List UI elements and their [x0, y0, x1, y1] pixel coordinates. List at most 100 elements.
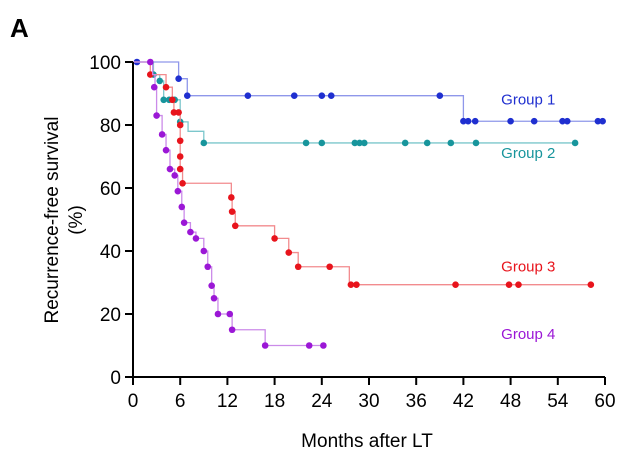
series-3-point — [353, 281, 360, 289]
series-1-point — [318, 92, 326, 100]
series-3-point — [175, 109, 182, 116]
y-tick-label: 80 — [100, 116, 121, 137]
series-3-point — [147, 71, 154, 78]
series-4-point — [226, 310, 234, 318]
series-2-point — [472, 139, 480, 147]
series-2-point — [351, 139, 359, 147]
series-4-point — [174, 187, 182, 195]
series-3-point — [271, 235, 278, 242]
x-ticks: 0 6 12 18 24 30 36 42 48 54 60 — [128, 377, 616, 412]
series-label-3: Group 3 — [501, 258, 555, 275]
series-layer — [133, 58, 606, 349]
series-3-point — [176, 153, 184, 160]
x-tick-label: 42 — [453, 391, 474, 412]
series-3-point — [176, 137, 184, 145]
annotation-layer: Group 1 Group 2 Group 3 Group 4 — [501, 92, 555, 344]
series-4-point — [204, 263, 212, 271]
x-tick-label: 24 — [311, 391, 333, 412]
x-tick-label: 6 — [175, 391, 186, 412]
series-1-point — [563, 117, 571, 125]
series-4-point — [208, 282, 215, 289]
series-1-point — [530, 117, 538, 125]
series-3-point — [326, 263, 333, 271]
series-4-point — [192, 235, 200, 242]
series-3-point — [162, 83, 170, 91]
series-4-point — [187, 228, 194, 236]
series-2-point — [356, 139, 363, 147]
series-4-point — [150, 83, 158, 91]
series-label-2: Group 2 — [501, 145, 555, 162]
series-2-point — [360, 139, 368, 147]
series-2-point — [318, 139, 326, 147]
series-4-point — [210, 294, 218, 302]
series-4-point — [153, 112, 160, 119]
y-axis-title: Recurrence-free survival — [42, 117, 63, 324]
y-tick-label: 0 — [110, 368, 121, 389]
x-tick-label: 18 — [264, 391, 285, 412]
y-ticks: 0 20 40 60 80 100 — [89, 53, 133, 389]
series-2-point — [571, 139, 579, 147]
series-4-point — [158, 131, 166, 138]
series-1-point — [594, 117, 602, 125]
series-1-point — [183, 92, 191, 100]
series-3 — [133, 61, 595, 289]
panel-label: A — [10, 13, 29, 43]
series-label-1: Group 1 — [501, 92, 555, 109]
y-tick-label: 100 — [89, 53, 121, 74]
series-1-point — [244, 92, 252, 100]
series-3-point — [285, 249, 293, 256]
series-3-point — [515, 281, 522, 289]
series-3-point — [228, 208, 236, 215]
series-2-point — [160, 96, 167, 104]
series-1-point — [559, 117, 566, 125]
series-4-point — [166, 165, 174, 173]
series-4-point — [180, 219, 188, 226]
series-1-point — [464, 117, 472, 125]
y-tick-label: 60 — [100, 179, 121, 200]
x-tick-label: 36 — [406, 391, 427, 412]
series-4-point — [305, 342, 313, 349]
series-4-point — [200, 247, 208, 255]
series-4-point — [162, 146, 170, 154]
series-2-point — [156, 77, 164, 85]
series-2-point — [302, 139, 310, 147]
series-1-point — [471, 117, 479, 125]
series-2-point — [401, 139, 409, 147]
series-1-point — [507, 117, 514, 125]
series-4-point — [228, 326, 236, 334]
series-4-point — [147, 58, 154, 66]
x-tick-label: 48 — [500, 391, 521, 412]
series-1-point — [327, 92, 335, 100]
series-4-point — [171, 172, 178, 179]
series-3-point — [505, 281, 513, 289]
series-3-point — [169, 96, 176, 104]
series-1-point — [599, 117, 606, 125]
x-tick-label: 12 — [217, 391, 238, 412]
series-1-point — [175, 75, 182, 82]
series-3-point — [176, 165, 184, 173]
series-3-point — [587, 281, 595, 289]
series-2-point — [200, 139, 208, 147]
x-tick-label: 60 — [594, 391, 615, 412]
series-3-point — [294, 263, 302, 271]
series-3-point — [231, 222, 239, 230]
x-axis-title: Months after LT — [301, 431, 433, 451]
y-axis-unit: (%) — [66, 205, 87, 235]
series-label-4: Group 4 — [501, 326, 555, 343]
series-3-point — [452, 281, 459, 289]
series-1-point — [436, 92, 444, 100]
series-4-point — [261, 342, 269, 349]
series-3-point — [347, 281, 355, 289]
series-3-point — [228, 194, 235, 201]
series-4 — [133, 58, 327, 349]
series-4-point — [214, 310, 222, 318]
series-4-point — [320, 342, 327, 349]
series-1-point — [290, 92, 298, 100]
y-tick-label: 40 — [100, 242, 121, 263]
series-2-point — [447, 139, 455, 147]
series-4-line — [133, 61, 326, 347]
series-1 — [133, 58, 606, 125]
y-axis-title-group: Recurrence-free survival (%) — [42, 117, 87, 324]
y-tick-label: 20 — [100, 305, 121, 326]
